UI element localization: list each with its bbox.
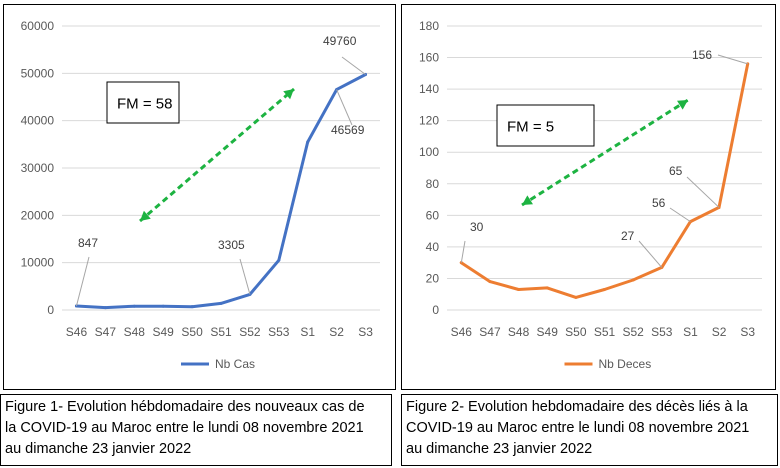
data-point: [132, 304, 136, 308]
trend-arrowhead: [522, 195, 533, 205]
trend-arrowhead: [677, 100, 688, 110]
x-tick-label: S1: [300, 325, 315, 339]
chart-panel-deaths: 0 20 40 60 80 100 120 140 160 180 S46 S47 S48 S49 S50 S…: [401, 4, 776, 390]
data-point: [103, 306, 107, 310]
data-label: 847: [78, 236, 98, 250]
x-tick-label: S50: [181, 325, 203, 339]
x-tick-label: S49: [153, 325, 175, 339]
data-label-leader: [717, 54, 748, 65]
chart-panel-cases: 0 10000 20000 30000 40000 50000 60000 S46 S47 S48…: [3, 4, 396, 390]
x-tick-label: S48: [508, 325, 530, 339]
trend-arrowhead: [283, 89, 294, 100]
data-point: [161, 304, 165, 308]
y-tick-label: 40000: [21, 114, 55, 128]
x-tick-label: S48: [124, 325, 146, 339]
trend-arrowhead: [140, 210, 151, 221]
data-point: [603, 287, 606, 291]
trend-arrow: [521, 98, 689, 207]
caption-line: au dimanche 23 janvier 2022: [406, 441, 593, 457]
y-tick-label: 10000: [21, 256, 55, 270]
y-tick-label: 60000: [21, 19, 55, 33]
caption-line: la COVID-19 au Maroc entre le lundi 08 n…: [5, 420, 364, 436]
y-tick-label: 20000: [21, 208, 55, 222]
y-tick-label: 160: [419, 51, 439, 65]
y-tick-label: 120: [419, 114, 439, 128]
figure-1-caption: Figure 1- Evolution hébdomadaire des nou…: [0, 394, 392, 466]
series-line: [459, 62, 750, 299]
y-tick-label: 40: [426, 240, 440, 254]
x-tick-label: S2: [712, 325, 727, 339]
data-point: [631, 278, 635, 282]
data-label-leader: [669, 207, 691, 223]
data-label-leader: [239, 258, 251, 295]
y-tick-label: 30000: [21, 161, 55, 175]
fm-box: [106, 81, 180, 124]
y-tick-label: 180: [419, 19, 439, 33]
x-tick-label: S52: [239, 325, 261, 339]
data-label: 30: [470, 220, 484, 234]
caption-line: COVID-19 au Maroc entre le lundi 08 nove…: [406, 420, 750, 436]
caption-line: Figure 2- Evolution hebdomadaire des déc…: [406, 399, 748, 415]
data-point: [306, 140, 310, 144]
legend-label: Nb Cas: [215, 357, 255, 371]
x-tick-label: S46: [66, 325, 88, 339]
x-tick-label: S53: [268, 325, 290, 339]
data-point: [459, 261, 463, 265]
x-tick-label: S53: [651, 325, 673, 339]
deaths-line-chart: 0 20 40 60 80 100 120 140 160 180 S46 S47 S48 S49 S50 S…: [419, 19, 762, 371]
data-point: [277, 258, 281, 262]
data-label-leader: [460, 240, 466, 263]
trend-arrow: [139, 87, 295, 223]
data-point: [488, 280, 492, 284]
y-tick-label: 80: [426, 177, 440, 191]
x-tick-label: S49: [537, 325, 559, 339]
data-label: 65: [669, 164, 683, 178]
x-tick-label: S3: [358, 325, 373, 339]
x-tick-label: S51: [210, 325, 232, 339]
data-point: [517, 287, 521, 291]
data-label-leader: [336, 89, 353, 126]
x-tick-label: S2: [329, 325, 344, 339]
y-tick-label: 100: [419, 145, 439, 159]
data-point: [545, 286, 549, 290]
x-tick-label: S3: [740, 325, 755, 339]
x-tick-label: S51: [594, 325, 616, 339]
data-label-leader: [75, 256, 90, 307]
cases-line-chart: 0 10000 20000 30000 40000 50000 60000 S46 S47 S48…: [21, 19, 380, 371]
data-point: [574, 295, 578, 299]
y-tick-label: 60: [426, 208, 440, 222]
data-point: [190, 305, 194, 309]
x-tick-label: S47: [95, 325, 117, 339]
legend-label: Nb Deces: [599, 357, 652, 371]
x-tick-label: S47: [479, 325, 501, 339]
data-label-leader: [686, 176, 720, 208]
data-label: 27: [621, 229, 635, 243]
data-label: 156: [692, 48, 712, 62]
x-tick-label: S50: [565, 325, 587, 339]
y-tick-label: 0: [432, 303, 439, 317]
caption-line: Figure 1- Evolution hébdomadaire des nou…: [5, 399, 365, 415]
fm-label: FM = 58: [117, 96, 172, 113]
x-tick-label: S46: [451, 325, 473, 339]
fm-label: FM = 5: [507, 119, 554, 136]
y-tick-label: 50000: [21, 66, 55, 80]
x-tick-label: S1: [683, 325, 698, 339]
data-label-leader: [638, 240, 663, 268]
y-tick-label: 20: [426, 271, 440, 285]
caption-line: au dimanche 23 janvier 2022: [5, 441, 192, 457]
y-tick-label: 0: [47, 303, 54, 317]
data-point: [219, 301, 223, 305]
x-tick-label: S52: [622, 325, 644, 339]
y-tick-label: 140: [419, 82, 439, 96]
fm-box: [496, 104, 595, 147]
data-label-leader: [341, 56, 366, 75]
data-label: 49760: [323, 34, 357, 48]
data-label: 56: [652, 196, 666, 210]
data-point: [746, 62, 750, 66]
data-label: 46569: [331, 123, 365, 137]
figure-2-caption: Figure 2- Evolution hebdomadaire des déc…: [401, 394, 778, 466]
data-label: 3305: [218, 238, 245, 252]
